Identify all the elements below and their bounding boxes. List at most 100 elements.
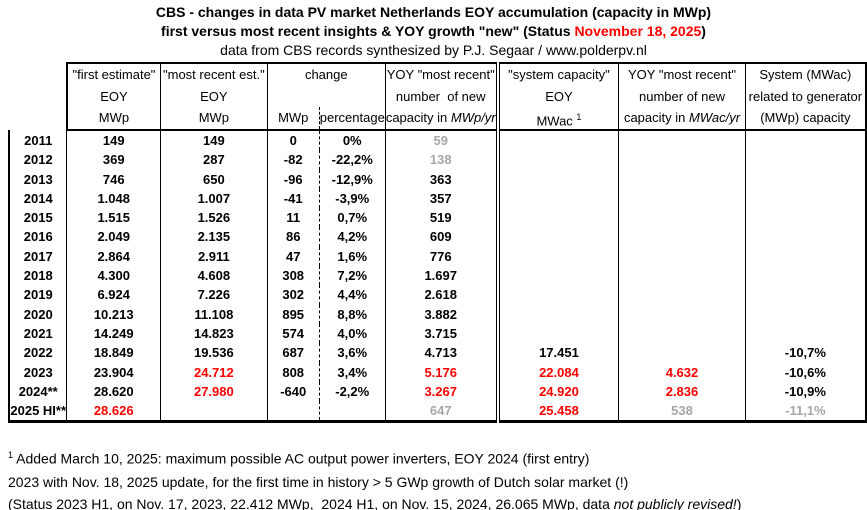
header-line: System (MWac) bbox=[759, 67, 852, 82]
footnote-marker: 1 bbox=[8, 450, 14, 461]
table-row: 2024** 28.620 27.980 -640 -2,2% 3.267 24.920 2.… bbox=[8, 381, 867, 402]
value-cell: -3,9% bbox=[318, 188, 386, 209]
footnote-3: (Status 2023 H1, on Nov. 17, 2023, 22.41… bbox=[8, 493, 867, 510]
header-text: capacity in bbox=[385, 110, 451, 126]
year-cell: 2017 bbox=[8, 246, 67, 267]
value-cell: 8,8% bbox=[318, 304, 386, 324]
value-cell: 0 bbox=[266, 130, 320, 151]
page-subtitle: first versus most recent insights & YOY … bbox=[0, 22, 867, 41]
header-line: YOY "most recent" bbox=[628, 67, 736, 82]
value-cell bbox=[744, 150, 867, 170]
value-cell bbox=[318, 401, 386, 424]
value-cell: 808 bbox=[266, 362, 320, 382]
value-cell: 4.300 bbox=[66, 266, 161, 286]
value-cell: 10.213 bbox=[66, 304, 161, 324]
header-line: MWp bbox=[198, 110, 230, 126]
value-cell: 776 bbox=[384, 246, 498, 267]
header-first-estimate: "first estimate" EOY MWp bbox=[65, 62, 161, 131]
value-cell: 574 bbox=[266, 323, 320, 344]
year-cell: 2025 HI** bbox=[8, 401, 67, 424]
value-cell: 1,6% bbox=[318, 246, 386, 267]
value-cell: 2.618 bbox=[384, 285, 498, 305]
year-cell: 2013 bbox=[8, 169, 67, 189]
table-row: 2020 10.213 11.108 895 8,8% 3.882 bbox=[8, 304, 867, 324]
value-cell bbox=[618, 150, 746, 170]
value-cell bbox=[744, 323, 867, 344]
value-cell: 519 bbox=[384, 208, 498, 228]
value-cell: 28.620 bbox=[66, 381, 161, 402]
table-row: 2023 23.904 24.712 808 3,4% 5.176 22.084 4.632-… bbox=[8, 362, 867, 382]
value-cell: 2.911 bbox=[159, 246, 268, 267]
value-cell: 2.135 bbox=[159, 227, 268, 247]
header-change-subrow: MWp percentage bbox=[268, 107, 385, 128]
value-cell bbox=[618, 285, 746, 305]
header-line: change bbox=[304, 67, 348, 82]
value-cell: -10,9% bbox=[744, 381, 867, 402]
value-cell bbox=[744, 266, 867, 286]
year-cell: 2015 bbox=[8, 208, 67, 228]
value-cell: 59 bbox=[384, 130, 498, 151]
footnote-2: 2023 with Nov. 18, 2025 update, for the … bbox=[8, 471, 867, 494]
footnote-italic-text: not publicly revised! bbox=[613, 496, 737, 510]
value-cell bbox=[495, 285, 619, 305]
value-cell: 0% bbox=[318, 130, 386, 151]
header-yoy-mwp: YOY "most recent" number of new capacity… bbox=[384, 62, 498, 131]
value-cell: 609 bbox=[384, 227, 498, 247]
value-cell: -41 bbox=[266, 188, 320, 209]
header-unit: MWac bbox=[536, 113, 577, 129]
header-line: (MWp) capacity bbox=[760, 110, 851, 126]
header-line: EOY bbox=[200, 88, 228, 104]
value-cell: 47 bbox=[266, 246, 320, 267]
value-cell: 24.712 bbox=[159, 362, 268, 382]
header-most-recent: "most recent est." EOY MWp bbox=[159, 62, 268, 131]
year-cell: 2024** bbox=[8, 381, 67, 402]
value-cell bbox=[618, 323, 746, 344]
value-cell: 5.176 bbox=[384, 362, 498, 382]
value-cell: 2.836 bbox=[618, 381, 746, 402]
value-cell: 3,4% bbox=[318, 362, 386, 382]
year-cell: 2022 bbox=[8, 343, 67, 363]
value-cell: 23.904 bbox=[66, 362, 161, 382]
value-cell bbox=[495, 323, 619, 344]
value-cell: 86 bbox=[266, 227, 320, 247]
table-row: 2018 4.300 4.608 308 7,2% 1.697 bbox=[8, 266, 867, 286]
table-row: 2019 6.924 7.226 302 4,4% 2.618 bbox=[8, 285, 867, 305]
value-cell bbox=[744, 246, 867, 267]
value-cell: 308 bbox=[266, 266, 320, 286]
footnote-text: (Status 2023 H1, on Nov. 17, 2023, 22.41… bbox=[8, 496, 614, 510]
year-cell: 2021 bbox=[8, 323, 67, 344]
status-date: November 18, 2025 bbox=[574, 23, 702, 39]
value-cell: 1.697 bbox=[384, 266, 498, 286]
year-cell: 2018 bbox=[8, 266, 67, 286]
value-cell: 11 bbox=[266, 208, 320, 228]
header-text: capacity in bbox=[623, 110, 689, 126]
header-change-mwp: MWp bbox=[278, 110, 309, 126]
value-cell: -82 bbox=[266, 150, 320, 170]
subtitle-close: ) bbox=[701, 23, 706, 39]
value-cell bbox=[618, 208, 746, 228]
value-cell bbox=[618, 130, 746, 151]
footnote-marker: 1 bbox=[576, 112, 582, 123]
title-block: CBS - changes in data PV market Netherla… bbox=[0, 0, 867, 60]
value-cell bbox=[266, 401, 320, 424]
header-line: YOY "most recent" bbox=[386, 67, 495, 82]
value-cell: 1.007 bbox=[159, 188, 268, 209]
footnote-text: 2023 with Nov. 18, 2025 update, for the … bbox=[8, 473, 629, 490]
value-cell: 4.632 bbox=[618, 362, 746, 382]
value-cell: 11.108 bbox=[159, 304, 268, 324]
value-cell: 149 bbox=[159, 130, 268, 151]
year-cell: 2014 bbox=[8, 188, 67, 209]
value-cell: 19.536 bbox=[159, 343, 268, 363]
value-cell: 14.249 bbox=[66, 323, 161, 344]
value-cell: -12,9% bbox=[318, 169, 386, 189]
value-cell bbox=[744, 130, 867, 151]
value-cell: 22.084 bbox=[495, 362, 619, 382]
table-row: 2017 2.864 2.911 47 1,6% 776 bbox=[8, 246, 867, 267]
header-system-capacity: "system capacity" EOY MWac 1 bbox=[495, 62, 619, 131]
table-row: 2012 369 287 -82 -22,2% 138 bbox=[8, 150, 867, 170]
value-cell: 28.626 bbox=[66, 401, 161, 424]
footnotes: 1 Added March 10, 2025: maximum possible… bbox=[8, 444, 867, 510]
value-cell: 6.924 bbox=[66, 285, 161, 305]
table-body: 2011 149 149 0 0% 59 2012 369 287 -82 -22,2% 138 201… bbox=[8, 130, 867, 424]
